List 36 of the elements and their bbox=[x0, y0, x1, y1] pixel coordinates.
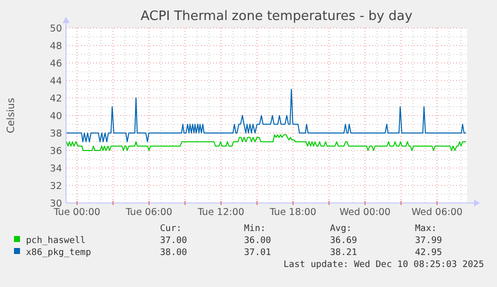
text: Min: bbox=[244, 224, 266, 234]
text: 38.00 bbox=[160, 248, 188, 258]
text: 42.95 bbox=[415, 248, 442, 258]
x-tick-label: Tue 00:00 bbox=[52, 207, 100, 218]
text: 36.69 bbox=[330, 236, 358, 246]
text: Avg: bbox=[330, 224, 352, 234]
y-tick-label: 46 bbox=[50, 58, 62, 70]
text: 38.21 bbox=[330, 248, 358, 258]
y-tick-label: 42 bbox=[50, 94, 62, 104]
x-tick-label: Wed 06:00 bbox=[411, 207, 463, 218]
legend-label: pch_haswell bbox=[26, 236, 86, 246]
y-tick-label: 36 bbox=[50, 146, 62, 157]
text: Cur: bbox=[160, 224, 182, 234]
y-tick-label: 30 bbox=[50, 198, 62, 210]
line-series bbox=[66, 88, 466, 142]
text: 36.00 bbox=[244, 236, 272, 246]
y-tick-label: 32 bbox=[50, 181, 62, 192]
x-tick-label: Tue 06:00 bbox=[124, 207, 172, 218]
text: Max: bbox=[415, 224, 437, 234]
y-tick-label: 48 bbox=[50, 41, 62, 52]
chart-title: ACPI Thermal zone temperatures - by day bbox=[140, 9, 413, 24]
x-tick-label: Wed 00:00 bbox=[339, 207, 391, 218]
y-tick-label: 50 bbox=[50, 24, 62, 34]
x-tick-label: Tue 18:00 bbox=[268, 207, 316, 218]
text: 37.99 bbox=[415, 236, 442, 246]
text: Last update: Wed Dec 10 08:25:03 2025 bbox=[284, 260, 484, 270]
text: 37.01 bbox=[244, 248, 272, 258]
y-tick-label: 34 bbox=[50, 164, 62, 174]
legend-label: x86_pkg_temp bbox=[26, 248, 92, 258]
y-axis-title: Celsius bbox=[6, 98, 17, 134]
y-tick-label: 40 bbox=[50, 111, 62, 122]
y-tick-label: 38 bbox=[50, 128, 62, 140]
x-tick-label: Tue 12:00 bbox=[196, 207, 244, 218]
y-tick-label: 44 bbox=[50, 76, 62, 87]
line-series bbox=[66, 134, 466, 151]
text: 37.00 bbox=[160, 236, 188, 246]
